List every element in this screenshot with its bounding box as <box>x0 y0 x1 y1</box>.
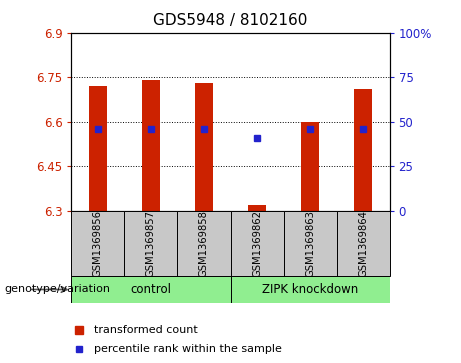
Text: GSM1369863: GSM1369863 <box>305 210 315 277</box>
Text: GSM1369864: GSM1369864 <box>358 210 368 277</box>
Text: GSM1369857: GSM1369857 <box>146 210 156 277</box>
Bar <box>124 211 177 276</box>
Text: genotype/variation: genotype/variation <box>5 285 111 294</box>
Bar <box>71 211 124 276</box>
Text: percentile rank within the sample: percentile rank within the sample <box>95 344 282 354</box>
Text: control: control <box>130 283 171 296</box>
Bar <box>248 205 266 211</box>
Bar <box>230 276 390 303</box>
Bar <box>89 86 107 211</box>
Bar <box>354 89 372 211</box>
Bar <box>284 211 337 276</box>
Bar <box>230 211 284 276</box>
Text: ZIPK knockdown: ZIPK knockdown <box>262 283 358 296</box>
Text: GSM1369858: GSM1369858 <box>199 210 209 277</box>
Text: GSM1369862: GSM1369862 <box>252 210 262 277</box>
Bar <box>195 83 213 211</box>
Bar <box>301 122 319 211</box>
Bar <box>337 211 390 276</box>
Text: GDS5948 / 8102160: GDS5948 / 8102160 <box>154 13 307 28</box>
Text: transformed count: transformed count <box>95 325 198 335</box>
Text: GSM1369856: GSM1369856 <box>93 210 103 277</box>
Bar <box>177 211 230 276</box>
Bar <box>71 276 230 303</box>
Bar <box>142 80 160 211</box>
